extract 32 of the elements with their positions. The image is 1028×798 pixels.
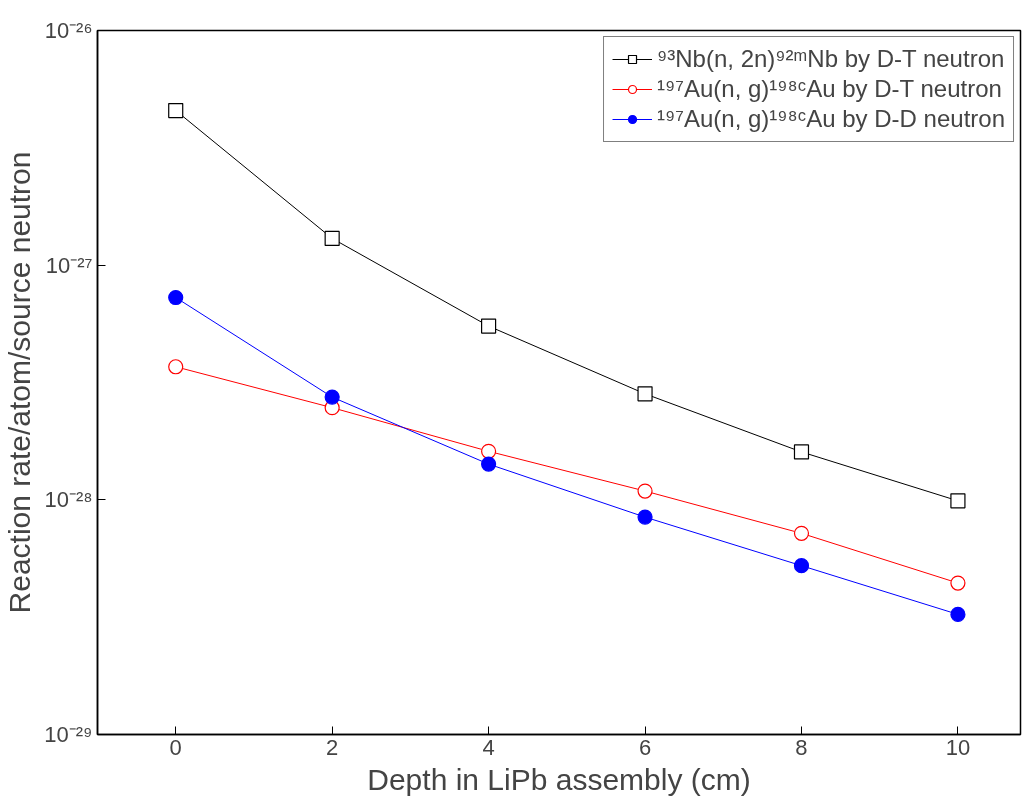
point: [637, 509, 653, 525]
point: [637, 483, 653, 499]
point: [481, 318, 497, 334]
x-tick-label: 0: [169, 734, 182, 760]
point: [481, 456, 497, 472]
point: [481, 443, 497, 459]
y-axis-title: Reaction rate/atom/source neutron: [3, 151, 37, 614]
legend-label: ¹⁹⁷Au(n, g)¹⁹⁸ᶜAu by D-D neutron: [657, 105, 1005, 133]
y-tick-label: 10⁻²⁸: [44, 487, 93, 513]
point: [168, 289, 184, 306]
x-tick-label: 2: [326, 734, 339, 760]
x-tick-label: 4: [482, 734, 495, 760]
y-tick-label: 10⁻²⁷: [45, 252, 93, 278]
point: [793, 525, 810, 541]
y-tick-label: 10⁻²⁶: [44, 18, 93, 43]
point: [950, 575, 966, 591]
x-axis-title: Depth in LiPb assembly (cm): [367, 762, 751, 796]
x-tick-label: 8: [795, 734, 808, 760]
x-tick-label: 6: [638, 734, 652, 760]
y-tick-label: 10⁻²⁹: [44, 722, 93, 747]
point: [168, 102, 184, 119]
legend-label: ⁹³Nb(n, 2n)⁹²ᵐNb by D-T neutron: [657, 45, 1005, 73]
point: [324, 389, 340, 405]
point: [793, 444, 810, 460]
point: [637, 386, 653, 402]
point: [950, 493, 966, 509]
point: [168, 359, 184, 375]
legend-label: ¹⁹⁷Au(n, g)¹⁹⁸ᶜAu by D-T neutron: [657, 75, 1002, 103]
point: [324, 230, 340, 247]
point: [793, 558, 810, 574]
x-tick-label: 10: [945, 734, 971, 760]
point: [950, 606, 966, 622]
